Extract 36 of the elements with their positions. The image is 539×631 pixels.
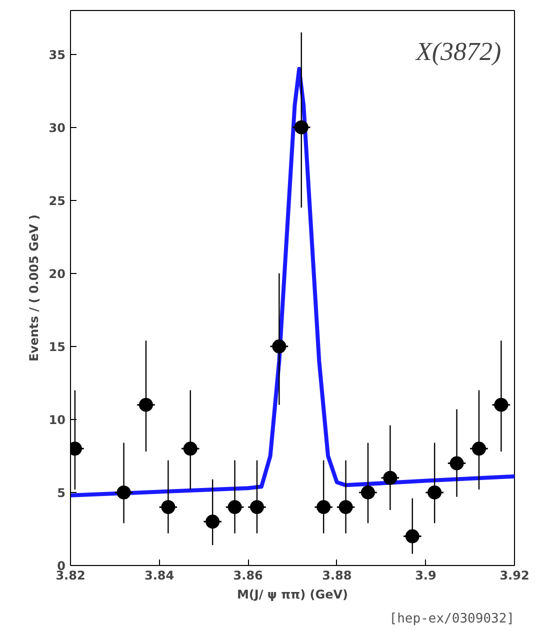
point: [360, 485, 375, 500]
x-tick-label: 3.9: [415, 568, 436, 582]
point: [316, 500, 331, 514]
y-tick-label: 10: [48, 412, 66, 427]
annotation: X(3872): [414, 37, 502, 66]
y-tick-label: 15: [48, 340, 66, 354]
y-tick-label: 20: [48, 266, 66, 281]
x-tick-label: 3.84: [144, 568, 174, 582]
y-tick-label: 35: [48, 48, 66, 62]
x-tick-label: 3.82: [56, 568, 86, 582]
point: [138, 398, 153, 412]
point: [228, 500, 242, 514]
point: [272, 339, 286, 354]
point: [450, 456, 464, 470]
x-axis-title: M(J/ ψ ππ) (GeV): [236, 588, 348, 602]
line-series: [70, 66, 514, 498]
point: [428, 485, 442, 500]
point: [116, 485, 131, 500]
point: [206, 514, 220, 529]
x-tick-label: 3.86: [233, 568, 263, 582]
x-tick-label: 3.88: [322, 568, 352, 582]
point: [161, 500, 176, 514]
point: [383, 470, 398, 485]
point: [338, 500, 353, 514]
y-tick-label: 30: [48, 120, 66, 135]
text: [hep-ex/0309032]: [389, 612, 515, 626]
point: [494, 398, 508, 412]
point: [405, 529, 420, 544]
y-tick-label: 5: [57, 486, 66, 500]
point: [472, 442, 486, 456]
point: [294, 120, 308, 134]
x-tick-label: 3.92: [500, 568, 530, 582]
y-axis-title: Events / ( 0.005 GeV ): [26, 214, 41, 362]
point: [183, 442, 198, 456]
point: [250, 500, 264, 514]
y-tick-label: 25: [48, 194, 66, 208]
